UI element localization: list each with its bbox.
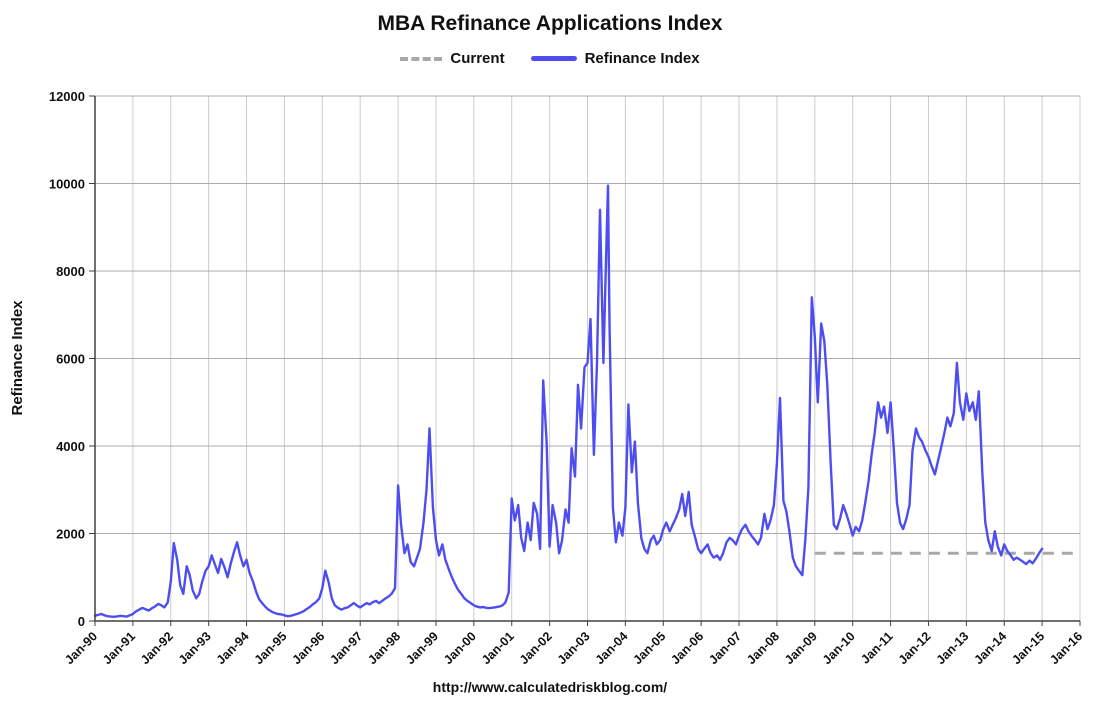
svg-text:Jan-08: Jan-08 [744,629,782,667]
svg-text:6000: 6000 [56,352,85,367]
svg-text:Jan-05: Jan-05 [630,629,668,667]
svg-text:8000: 8000 [56,264,85,279]
svg-text:4000: 4000 [56,439,85,454]
svg-text:Jan-15: Jan-15 [1009,629,1047,667]
svg-text:Jan-00: Jan-00 [441,629,479,667]
legend-label-current: Current [450,50,505,67]
chart-title: MBA Refinance Applications Index [377,12,723,35]
legend-item-refinance: Refinance Index [530,50,700,67]
svg-text:Jan-90: Jan-90 [62,629,100,667]
svg-text:Jan-09: Jan-09 [782,629,820,667]
svg-text:Jan-95: Jan-95 [252,629,290,667]
svg-text:10000: 10000 [49,177,85,192]
svg-text:Jan-04: Jan-04 [593,629,631,667]
chart-svg: Jan-90 Jan-91 Jan-92 Jan-93 Jan-94 Jan-95 Jan-… [9,89,1085,667]
svg-text:Jan-02: Jan-02 [517,629,555,667]
svg-text:Jan-12: Jan-12 [896,629,934,667]
svg-text:Jan-10: Jan-10 [820,629,858,667]
plot-layer: Jan-90 Jan-91 Jan-92 Jan-93 Jan-94 Jan-95 Jan-… [49,89,1085,667]
svg-text:Jan-93: Jan-93 [176,629,214,667]
svg-text:Jan-94: Jan-94 [214,629,252,667]
svg-text:Jan-11: Jan-11 [858,629,895,666]
svg-text:Jan-98: Jan-98 [365,629,403,667]
legend-item-current: Current [400,50,505,67]
svg-text:Jan-99: Jan-99 [403,629,441,667]
chart-legend: Current Refinance Index [0,50,1100,67]
svg-text:Jan-96: Jan-96 [290,629,328,667]
source-url: http://www.calculatedriskblog.com/ [432,679,668,695]
svg-text:Jan-03: Jan-03 [555,629,593,667]
svg-text:Jan-97: Jan-97 [327,629,365,667]
svg-text:Jan-91: Jan-91 [100,629,138,667]
y-axis-title: Refinance Index [9,300,26,416]
svg-text:0: 0 [78,614,85,629]
svg-text:Jan-16: Jan-16 [1047,629,1085,667]
svg-text:Jan-01: Jan-01 [479,629,517,667]
svg-text:Jan-13: Jan-13 [934,629,972,667]
svg-text:2000: 2000 [56,527,85,542]
svg-text:Jan-14: Jan-14 [971,629,1009,667]
dashed-line-icon [400,56,443,61]
svg-text:12000: 12000 [49,89,85,104]
svg-text:Jan-07: Jan-07 [706,629,744,667]
svg-text:Jan-06: Jan-06 [668,629,706,667]
legend-label-refinance: Refinance Index [584,50,700,67]
svg-text:Jan-92: Jan-92 [138,629,176,667]
solid-line-icon [530,56,577,61]
